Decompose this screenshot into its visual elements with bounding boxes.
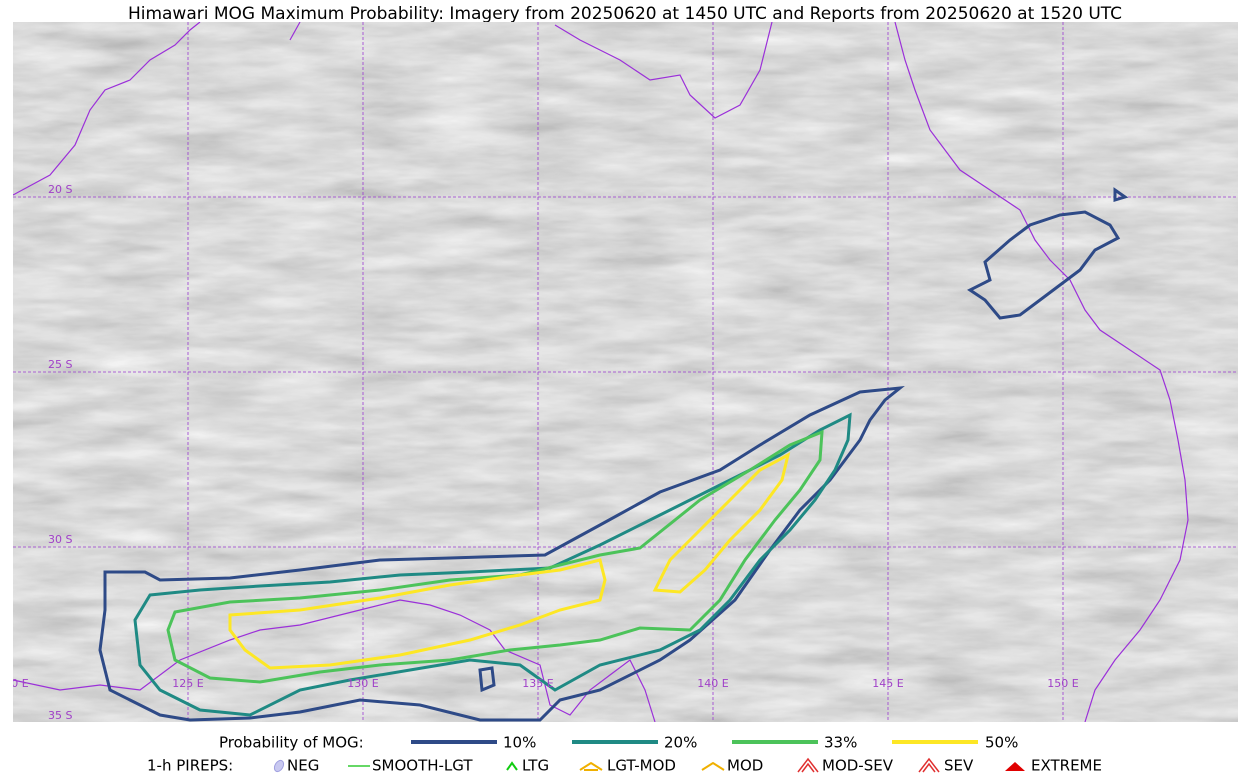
legend: Probability of MOG: 10% 20% 33% 50% 1-h … xyxy=(147,734,1102,775)
pirep-icon xyxy=(273,759,285,773)
title: Himawari MOG Maximum Probability: Imager… xyxy=(128,4,1122,24)
legend-label: SMOOTH-LGT xyxy=(372,757,473,775)
coastline xyxy=(289,22,773,119)
contour-50 xyxy=(228,558,607,670)
legend-label: LTG xyxy=(522,757,549,775)
coastline xyxy=(13,22,201,196)
legend-label: 10% xyxy=(503,734,536,752)
legend-label: SEV xyxy=(944,757,974,775)
pirep-icon xyxy=(701,761,725,771)
pirep-icon xyxy=(797,757,819,773)
contour-20 xyxy=(133,412,852,717)
legend-title: 1-h PIREPS: xyxy=(147,757,233,775)
legend-label: LGT-MOD xyxy=(607,757,676,775)
map: 20 S 25 S 30 S 35 S 120 E 125 E 130 E 13… xyxy=(0,22,1238,722)
longitude-label: 130 E xyxy=(347,677,378,690)
longitude-label: 145 E xyxy=(872,677,903,690)
legend-label: 50% xyxy=(985,734,1018,752)
pirep-icon xyxy=(506,761,518,771)
longitude-label: 150 E xyxy=(1047,677,1078,690)
longitude-label: 140 E xyxy=(697,677,728,690)
coastline xyxy=(894,22,1189,722)
latitude-label: 20 S xyxy=(48,183,72,196)
latitude-label: 35 S xyxy=(48,709,72,722)
contour-50 xyxy=(652,452,791,594)
longitude-label: 120 E xyxy=(0,677,29,690)
legend-label: MOD-SEV xyxy=(822,757,894,775)
legend-label: MOD xyxy=(727,757,763,775)
legend-label: 20% xyxy=(664,734,697,752)
pirep-icon xyxy=(918,757,940,773)
legend-title: Probability of MOG: xyxy=(219,734,364,752)
grid-labels: 20 S 25 S 30 S 35 S 120 E 125 E 130 E 13… xyxy=(0,183,1079,722)
pirep-icon xyxy=(1005,762,1025,771)
longitude-label: 125 E xyxy=(172,677,203,690)
longitude-label: 135 E xyxy=(522,677,553,690)
latitude-label: 30 S xyxy=(48,533,72,546)
contour-10 xyxy=(967,210,1121,320)
legend-label: NEG xyxy=(287,757,319,775)
legend-label: EXTREME xyxy=(1031,757,1102,775)
pirep-icon xyxy=(579,761,603,771)
contour-10 xyxy=(478,187,1129,693)
graticule xyxy=(13,22,1238,722)
legend-label: 33% xyxy=(824,734,857,752)
latitude-label: 25 S xyxy=(48,358,72,371)
contour-10 xyxy=(98,386,905,722)
coastline xyxy=(13,599,656,722)
